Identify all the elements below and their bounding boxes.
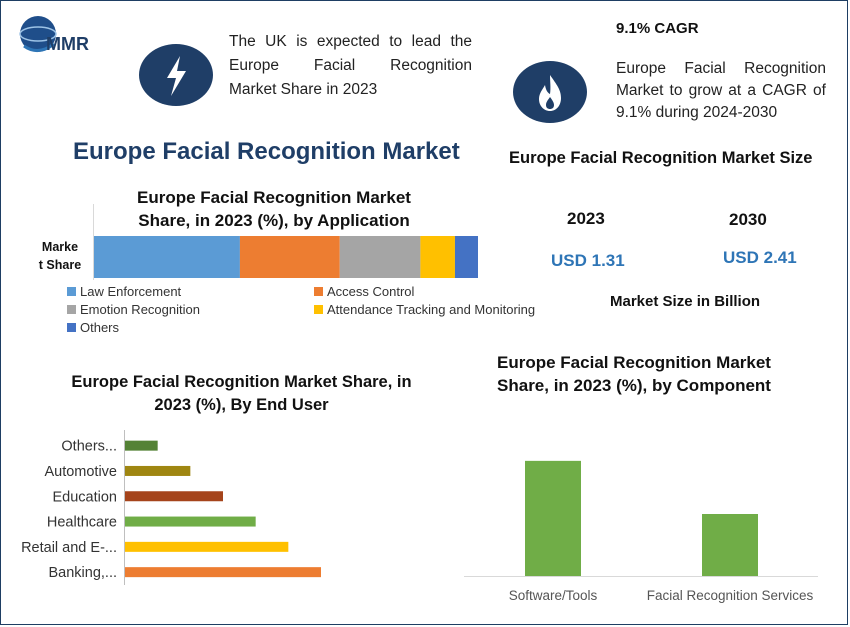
end-user-bar-education — [125, 491, 223, 502]
component-chart: Software/Tools Facial Recognition Service… — [464, 460, 818, 603]
segment-law-enforcement — [94, 236, 240, 278]
legend-attendance-tracking: Attendance Tracking and Monitoring — [314, 302, 535, 317]
segment-others — [454, 236, 478, 278]
logo-text: MMR — [46, 34, 89, 54]
market-size-unit-label: Market Size in Billion — [610, 293, 761, 310]
cagr-text: Europe Facial Recognition Market to grow… — [616, 58, 826, 124]
cagr-line-3: 9.1% during 2024-2030 — [616, 104, 778, 121]
component-label-facial-recognition-services: Facial Recognition Services — [647, 588, 814, 603]
legend-emotion-recognition: Emotion Recognition — [67, 302, 200, 317]
application-title-line-2: Share, in 2023 (%), by Application — [138, 211, 410, 230]
end-user-bar-healthcare — [125, 516, 256, 527]
legend-label: Law Enforcement — [80, 284, 182, 299]
application-stacked-bar — [94, 236, 478, 278]
component-title-line-2: Share, in 2023 (%), by Component — [497, 376, 771, 395]
application-axis-line — [93, 204, 94, 280]
legend-law-enforcement: Law Enforcement — [67, 284, 181, 299]
end-user-label-banking: Banking,... — [48, 565, 117, 581]
end-user-label-healthcare: Healthcare — [47, 515, 117, 531]
legend-swatch — [67, 287, 76, 296]
component-label-software-tools: Software/Tools — [509, 588, 598, 603]
legend-label: Others — [80, 320, 120, 335]
market-size-value-2030: USD 2.41 — [723, 248, 797, 267]
legend-access-control: Access Control — [314, 284, 414, 299]
component-bar-facial-recognition-services — [702, 514, 758, 576]
legend-swatch — [67, 323, 76, 332]
market-size-value-2023: USD 1.31 — [551, 251, 625, 270]
segment-attendance-tracking-and-monitoring — [420, 236, 455, 278]
uk-line-2: Europe Facial Recognition — [229, 57, 472, 74]
flame-icon — [513, 61, 587, 123]
market-size-year-2030: 2030 — [729, 210, 767, 229]
application-category-line-2: t Share — [38, 258, 82, 272]
market-size-title: Europe Facial Recognition Market Size — [509, 149, 813, 167]
market-size-year-2023: 2023 — [567, 209, 605, 228]
lightning-icon — [139, 44, 213, 106]
mmr-logo: MMR — [19, 16, 89, 54]
end-user-title-line-1: Europe Facial Recognition Market Share, … — [71, 373, 412, 391]
legend-swatch — [314, 287, 323, 296]
legend-label: Access Control — [327, 284, 415, 299]
globe-icon — [20, 16, 56, 52]
end-user-chart: Others... Automotive Education Healthcare Re… — [21, 430, 321, 585]
end-user-bar-retail-and-e — [125, 541, 289, 552]
end-user-label-automotive: Automotive — [44, 464, 117, 480]
application-category-label: Marke t Share — [36, 238, 84, 274]
component-bar-software-tools — [525, 460, 581, 576]
application-chart-title: Europe Facial Recognition Market Share, … — [94, 186, 454, 232]
legend-swatch — [67, 305, 76, 314]
end-user-label-education: Education — [53, 489, 118, 505]
legend-label: Emotion Recognition — [80, 302, 200, 317]
application-title-line-1: Europe Facial Recognition Market — [137, 188, 411, 207]
legend-swatch — [314, 305, 323, 314]
cagr-line-2: Market to grow at a CAGR of — [616, 82, 826, 99]
cagr-title: 9.1% CAGR — [616, 20, 699, 37]
main-title: Europe Facial Recognition Market — [73, 138, 460, 165]
end-user-label-retail-and-e: Retail and E-... — [21, 540, 117, 556]
uk-highlight-text: The UK is expected to lead the Europe Fa… — [229, 30, 472, 102]
legend-others: Others — [67, 320, 119, 335]
end-user-label-others: Others... — [61, 439, 117, 455]
end-user-chart-title: Europe Facial Recognition Market Share, … — [44, 371, 439, 417]
component-title-line-1: Europe Facial Recognition Market — [497, 353, 771, 372]
end-user-bar-banking — [125, 567, 321, 578]
segment-emotion-recognition — [339, 236, 421, 278]
uk-line-1: The UK is expected to lead the — [229, 33, 472, 50]
cagr-line-1: Europe Facial Recognition — [616, 60, 826, 77]
legend-label: Attendance Tracking and Monitoring — [327, 302, 536, 317]
end-user-bar-others — [125, 440, 158, 451]
component-chart-title: Europe Facial Recognition Market Share, … — [474, 351, 794, 397]
end-user-title-line-2: 2023 (%), By End User — [154, 396, 329, 414]
uk-line-3: Market Share in 2023 — [229, 81, 378, 98]
segment-access-control — [239, 236, 340, 278]
application-category-line-1: Marke — [41, 240, 79, 254]
end-user-bar-automotive — [125, 465, 191, 476]
